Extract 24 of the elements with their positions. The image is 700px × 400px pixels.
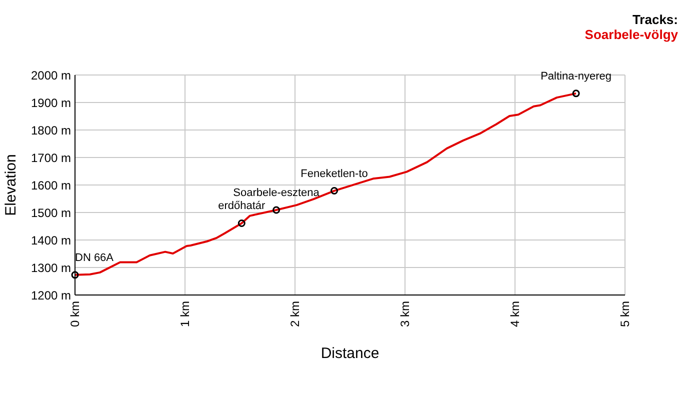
- x-tick-label: 4 km: [508, 301, 522, 328]
- y-tick-label: 1600 m: [30, 178, 71, 192]
- annotation: Feneketlen-to: [300, 168, 368, 180]
- y-tick-label: 2000 m: [30, 68, 71, 82]
- y-tick-label: 1400 m: [30, 233, 71, 248]
- x-tick-label: 3 km: [398, 301, 412, 328]
- y-tick-label: 1800 m: [30, 123, 71, 138]
- annotation: DN 66A: [75, 252, 114, 264]
- x-tick-label: 1 km: [178, 301, 192, 328]
- text: Soarbele-völgy: [584, 27, 678, 42]
- y-tick-label: 1500 m: [30, 206, 71, 220]
- y-tick-label: 1700 m: [30, 150, 71, 165]
- x-tick-label: 5 km: [618, 301, 632, 328]
- annotation: Soarbele-esztena: [233, 187, 320, 200]
- annotation: Paltina-nyereg: [540, 70, 612, 82]
- y-tick-label: 1900 m: [30, 96, 71, 110]
- y-tick-label: 1200 m: [30, 288, 71, 302]
- y-axis-title: Elevation: [2, 154, 20, 216]
- x-tick-label: 0 km: [68, 301, 82, 328]
- y-tick-label: 1300 m: [30, 260, 71, 275]
- x-tick-label: 2 km: [288, 301, 302, 328]
- annotation: erdőhatár: [218, 200, 266, 212]
- x-axis-title: Distance: [320, 345, 380, 362]
- legend-title: Tracks:: [631, 12, 678, 27]
